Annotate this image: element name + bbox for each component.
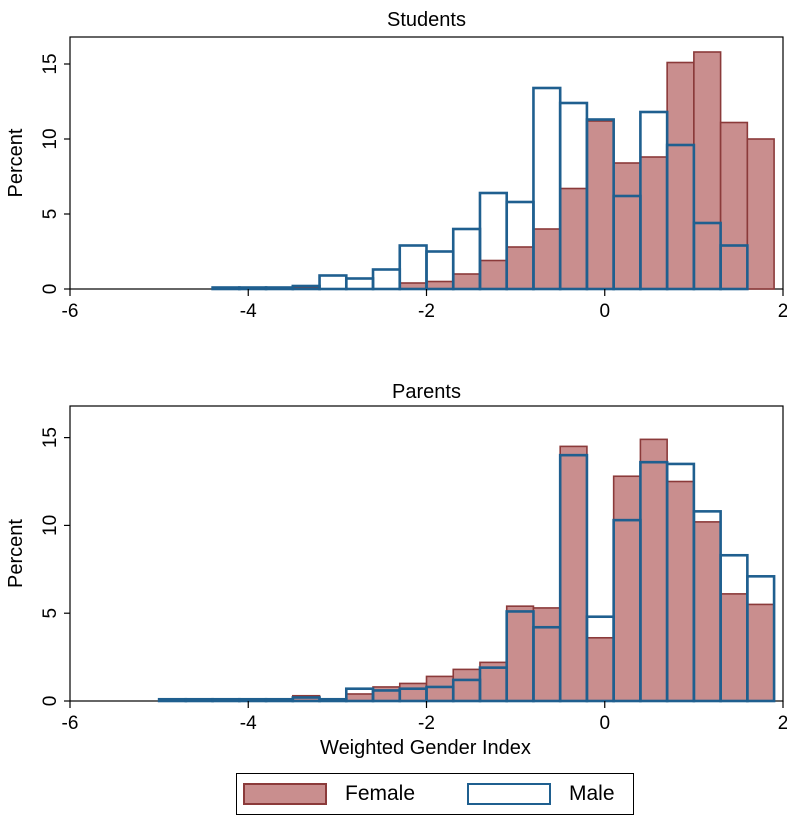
legend-item-female: Female bbox=[243, 782, 415, 806]
y-tick-label-students-2: 10 bbox=[40, 128, 61, 149]
bar-students-male-0 bbox=[211, 286, 241, 291]
bar-parents-female-10 bbox=[425, 675, 455, 702]
bar-parents-female-14 bbox=[532, 607, 561, 702]
x-tick-label-students-4: 2 bbox=[778, 301, 787, 322]
bar-parents-female-9 bbox=[398, 682, 428, 702]
bar-parents-male-0 bbox=[157, 697, 188, 703]
legend-label-male: Male bbox=[569, 782, 615, 805]
y-tick-label-students-0: 0 bbox=[40, 284, 61, 295]
y-tick-label-parents-0: 0 bbox=[40, 696, 61, 707]
y-axis-label-parents: Percent bbox=[5, 519, 27, 588]
chart-title-parents: Parents bbox=[392, 381, 461, 403]
bar-parents-female-11 bbox=[452, 668, 481, 702]
bar-students-female-5 bbox=[479, 259, 508, 290]
bar-students-female-7 bbox=[532, 228, 561, 290]
x-tick-label-parents-4: 2 bbox=[778, 713, 787, 734]
bar-students-female-12 bbox=[666, 61, 695, 290]
legend-label-female: Female bbox=[345, 782, 416, 805]
bar-students-male-1 bbox=[238, 286, 268, 291]
bar-students-male-2 bbox=[264, 286, 295, 291]
bar-parents-male-6 bbox=[318, 697, 348, 703]
bar-students-female-11 bbox=[639, 156, 668, 290]
y-tick-label-parents-3: 15 bbox=[40, 427, 61, 448]
bar-students-female-4 bbox=[452, 273, 481, 290]
bar-parents-male-15 bbox=[558, 453, 589, 703]
bar-parents-male-1 bbox=[184, 697, 214, 703]
bar-students-female-13 bbox=[693, 51, 722, 290]
y-tick-label-parents-1: 5 bbox=[40, 608, 61, 619]
bar-parents-female-13 bbox=[505, 605, 535, 702]
bar-parents-female-18 bbox=[639, 438, 668, 702]
bar-parents-male-4 bbox=[264, 697, 295, 703]
x-tick-label-parents-3: 0 bbox=[599, 713, 610, 734]
bar-parents-female-20 bbox=[693, 521, 722, 702]
bar-parents-female-21 bbox=[719, 593, 749, 702]
bar-parents-female-22 bbox=[746, 603, 775, 702]
bar-parents-female-19 bbox=[666, 480, 695, 702]
y-tick-label-students-3: 15 bbox=[40, 53, 61, 74]
bar-parents-male-22 bbox=[746, 575, 776, 703]
bar-parents-male-3 bbox=[238, 697, 268, 703]
bar-students-female-15 bbox=[746, 138, 775, 290]
bar-parents-male-2 bbox=[211, 697, 241, 703]
bar-students-male-19 bbox=[719, 244, 749, 291]
legend-swatch-male bbox=[467, 783, 551, 805]
x-tick-label-parents-0: -6 bbox=[62, 713, 79, 734]
y-tick-label-students-1: 5 bbox=[40, 209, 61, 220]
bar-students-female-10 bbox=[612, 162, 642, 290]
x-tick-label-parents-2: -2 bbox=[418, 713, 435, 734]
chart-title-students: Students bbox=[387, 9, 466, 31]
legend-item-male: Male bbox=[467, 782, 615, 806]
bar-parents-female-8 bbox=[372, 686, 401, 702]
y-axis-label-students: Percent bbox=[5, 128, 27, 197]
bar-students-female-14 bbox=[719, 121, 749, 290]
bar-students-female-8 bbox=[559, 187, 588, 290]
bar-students-female-6 bbox=[505, 246, 535, 290]
x-tick-label-students-1: -4 bbox=[240, 301, 257, 322]
x-axis-label-parents: Weighted Gender Index bbox=[320, 737, 531, 759]
x-tick-label-students-3: 0 bbox=[599, 301, 610, 322]
legend-swatch-female bbox=[243, 783, 327, 805]
bar-students-female-9 bbox=[586, 120, 615, 290]
legend: Female Male bbox=[236, 773, 634, 815]
x-tick-label-parents-1: -4 bbox=[240, 713, 257, 734]
x-tick-label-students-0: -6 bbox=[62, 301, 79, 322]
y-tick-label-parents-2: 10 bbox=[40, 515, 61, 536]
bar-parents-female-15 bbox=[559, 445, 588, 702]
bar-students-male-17 bbox=[665, 143, 696, 291]
x-tick-label-students-2: -2 bbox=[418, 301, 435, 322]
bar-parents-female-17 bbox=[612, 475, 642, 702]
bar-parents-female-16 bbox=[586, 636, 615, 702]
